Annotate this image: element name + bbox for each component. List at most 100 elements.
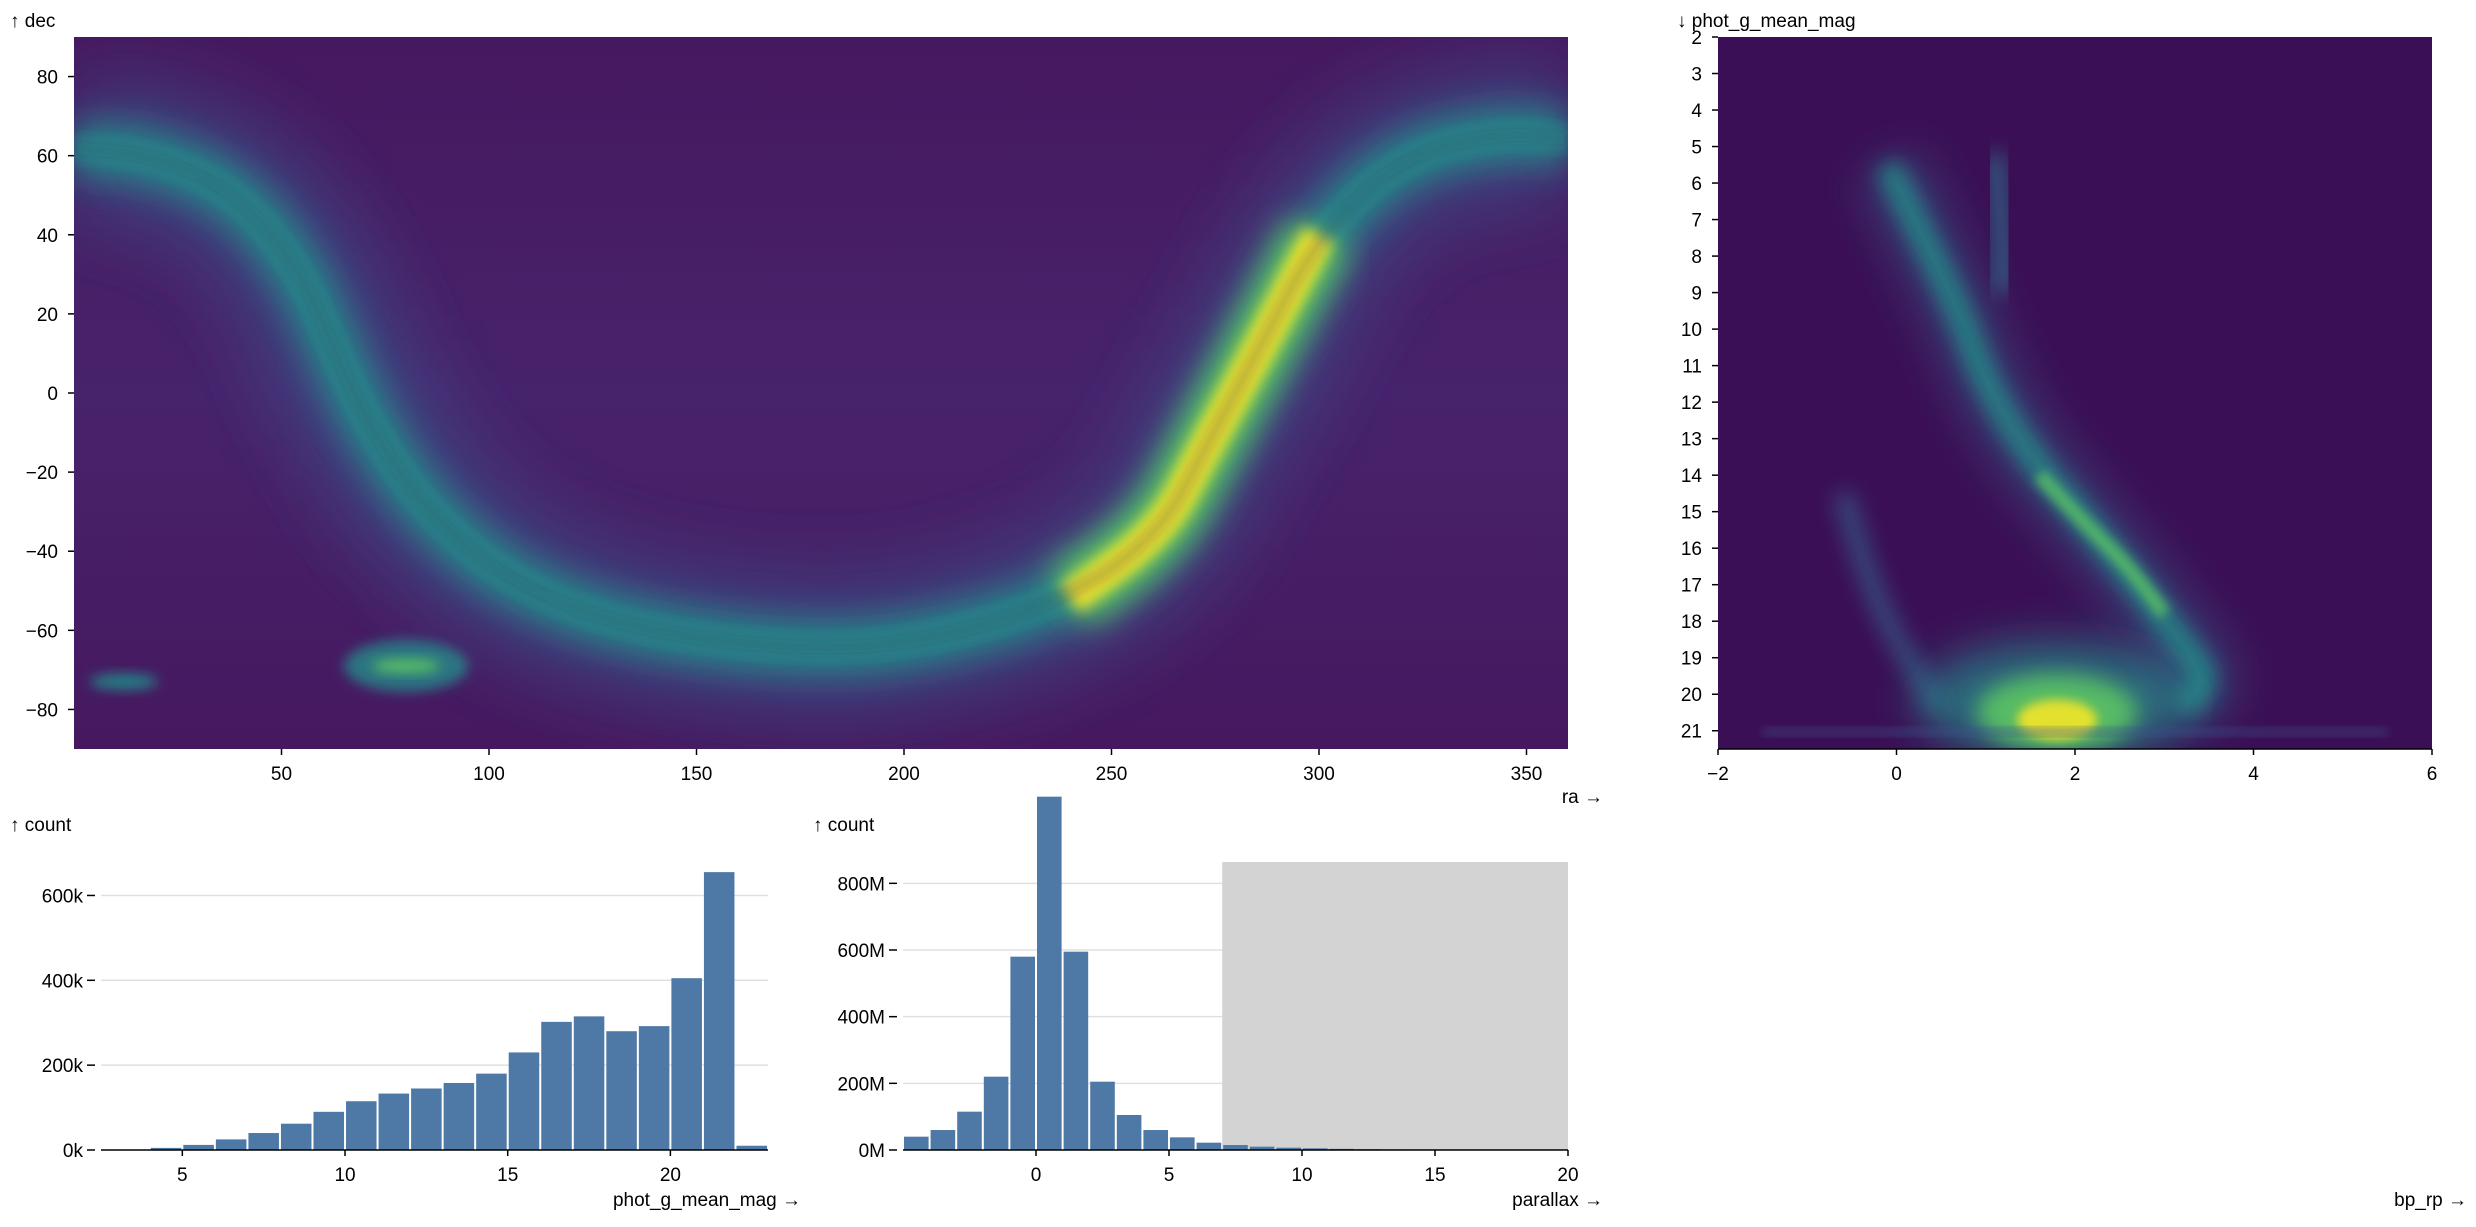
sky-x-tick-label: 350 [1511,764,1543,785]
plx-bar[interactable] [1170,1137,1195,1150]
plx-bar[interactable] [957,1112,982,1150]
mag-bar[interactable] [216,1139,247,1150]
parallax-y-axis-label: ↑ count [813,815,875,836]
sky-y-tick-label: −20 [26,463,58,484]
sky-y-tick-label: 40 [37,226,58,247]
plx-y-tick-label: 200M [837,1074,885,1095]
cmd-y-tick-label: 17 [1681,576,1702,597]
mag-bar[interactable] [281,1124,312,1150]
cmd-y-tick-label: 14 [1681,466,1703,487]
plx-y-tick-label: 600M [837,941,885,962]
mag-x-axis-label: phot_g_mean_mag → [613,1190,801,1211]
mag-bar[interactable] [606,1031,637,1150]
mag-bar[interactable] [313,1112,344,1150]
plx-x-tick-label: 10 [1291,1165,1312,1186]
plx-bar[interactable] [1143,1130,1168,1150]
plx-bar[interactable] [1010,957,1035,1150]
plx-y-tick-label: 0M [859,1141,885,1162]
sky-y-tick-label: −40 [26,542,58,563]
mag-bar[interactable] [639,1026,670,1150]
sky-x-tick-label: 100 [473,764,505,785]
sky-x-tick-label: 300 [1303,764,1335,785]
cmd-y-tick-label: 19 [1681,649,1702,670]
cmd-x-tick-label: 0 [1891,764,1902,785]
sky-y-tick-label: −80 [26,700,58,721]
mag-x-tick-label: 15 [497,1165,518,1186]
mag-bar[interactable] [541,1022,572,1150]
sky-y-tick-label: 80 [37,68,58,89]
mag-bar[interactable] [704,872,735,1150]
sky-x-axis-label: ra → [1562,787,1603,808]
sky-y-tick-label: 60 [37,147,58,168]
cmd-y-tick-label: 6 [1691,174,1702,195]
mag-y-tick-label: 600k [42,886,84,907]
cmd-y-tick-label: 3 [1691,65,1702,86]
cmd-x-tick-label: 4 [2248,764,2259,785]
mag-x-tick-label: 10 [334,1165,355,1186]
mag-bar[interactable] [411,1088,442,1150]
mag-bars [118,872,767,1150]
mag-bar[interactable] [183,1145,214,1150]
cmd-y-tick-label: 18 [1681,612,1702,633]
plx-x-tick-label: 5 [1164,1165,1175,1186]
plx-bar[interactable] [984,1077,1009,1150]
plx-y-tick-label: 800M [837,874,885,895]
mag-bar[interactable] [509,1052,540,1150]
mag-y-tick-label: 200k [42,1056,84,1077]
plx-bar[interactable] [1090,1082,1115,1150]
sky-y-tick-label: −60 [26,621,58,642]
mag-y-tick-label: 0k [63,1141,84,1162]
cmd-x-axis-label: bp_rp → [2394,1190,2467,1211]
sky-x-tick-label: 150 [681,764,713,785]
mag-bar[interactable] [574,1016,605,1150]
plx-y-tick-label: 400M [837,1008,885,1029]
parallax-x-axis-label: parallax → [1512,1190,1603,1211]
cmd-x-tick-label: 2 [2070,764,2081,785]
sky-x-tick-label: 200 [888,764,920,785]
plx-bar[interactable] [904,1137,929,1150]
plx-x-tick-label: 15 [1424,1165,1445,1186]
mag-y-axis-label: ↑ count [10,815,72,836]
mag-bar[interactable] [671,978,702,1150]
sky-x-tick-label: 250 [1096,764,1128,785]
cmd-y-tick-label: 10 [1681,320,1702,341]
mag-y-tick-label: 400k [42,971,84,992]
cmd-y-tick-label: 4 [1691,101,1702,122]
plx-bar[interactable] [931,1130,956,1150]
cmd-y-tick-label: 16 [1681,539,1702,560]
cmd-x-tick-label: 6 [2427,764,2438,785]
plx-bar[interactable] [1197,1143,1222,1150]
plx-brush-selection[interactable] [1222,862,1568,1150]
mag-bar[interactable] [379,1094,410,1150]
sky-y-axis-label: ↑ dec [10,11,55,32]
lmc-core [372,659,440,673]
sky-y-tick-label: 0 [47,384,58,405]
mag-bar[interactable] [346,1101,377,1150]
plx-x-tick-label: 20 [1557,1165,1578,1186]
cmd-y-tick-label: 7 [1691,211,1702,232]
plx-bar[interactable] [1117,1115,1142,1150]
cmd-y-tick-label: 15 [1681,503,1702,524]
cmd-y-tick-label: 8 [1691,247,1702,268]
cmd-y-tick-label: 12 [1681,393,1702,414]
cmd-y-tick-label: 11 [1682,357,1702,378]
sky-y-tick-label: 20 [37,305,58,326]
plx-bar[interactable] [1037,797,1062,1150]
sky-x-tick-label: 50 [271,764,292,785]
giant-branch [1995,154,2004,293]
mag-bar[interactable] [476,1074,507,1150]
cmd-y-tick-label: 9 [1691,284,1702,305]
cmd-x-tick-label: −2 [1707,764,1729,785]
mag-bar[interactable] [444,1083,475,1150]
mag-limit-edge [1763,729,2388,735]
mag-bar[interactable] [248,1133,279,1150]
plx-bar[interactable] [1064,952,1089,1150]
